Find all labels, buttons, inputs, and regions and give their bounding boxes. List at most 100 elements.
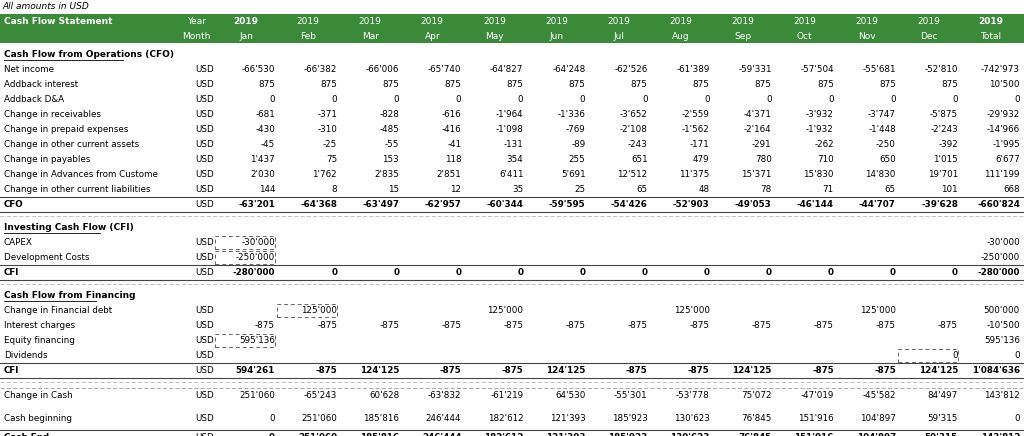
Text: Sep: Sep <box>734 32 752 41</box>
Text: USD: USD <box>196 268 214 277</box>
Text: -875: -875 <box>876 321 896 330</box>
Text: 875: 875 <box>568 80 586 89</box>
Text: Jun: Jun <box>549 32 563 41</box>
Text: 10'500: 10'500 <box>989 80 1020 89</box>
Text: Development Costs: Development Costs <box>4 253 89 262</box>
Text: 182'612: 182'612 <box>487 414 523 423</box>
Text: 0: 0 <box>828 95 834 104</box>
Text: 59'315: 59'315 <box>925 433 957 436</box>
Text: 75: 75 <box>326 155 337 164</box>
Text: USD: USD <box>196 125 214 134</box>
Text: 8: 8 <box>332 185 337 194</box>
Text: -3'932: -3'932 <box>806 110 834 119</box>
Text: 2019: 2019 <box>545 17 568 27</box>
Text: Cash End: Cash End <box>4 433 49 436</box>
Text: 2019: 2019 <box>233 17 258 27</box>
Text: -310: -310 <box>317 125 337 134</box>
Text: USD: USD <box>196 238 214 247</box>
Text: -681: -681 <box>255 110 275 119</box>
Text: 0: 0 <box>331 268 337 277</box>
Text: 121'393: 121'393 <box>546 433 586 436</box>
Text: USD: USD <box>196 95 214 104</box>
Text: 125'000: 125'000 <box>674 306 710 315</box>
Text: 0: 0 <box>890 268 896 277</box>
Text: -1'964: -1'964 <box>496 110 523 119</box>
Text: -2'559: -2'559 <box>682 110 710 119</box>
Text: -66'530: -66'530 <box>242 65 275 74</box>
Text: -53'778: -53'778 <box>676 391 710 400</box>
Text: 875: 875 <box>817 80 834 89</box>
Text: CAPEX: CAPEX <box>4 238 33 247</box>
Text: 65: 65 <box>885 185 896 194</box>
Text: 124'125: 124'125 <box>732 366 772 375</box>
Text: -44'707: -44'707 <box>859 200 896 209</box>
Text: 153: 153 <box>383 155 399 164</box>
Text: Cash beginning: Cash beginning <box>4 414 72 423</box>
Text: -14'966: -14'966 <box>987 125 1020 134</box>
Text: USD: USD <box>196 433 214 436</box>
Text: -1'932: -1'932 <box>806 125 834 134</box>
Text: -30'000: -30'000 <box>242 238 275 247</box>
Text: 2019: 2019 <box>731 17 754 27</box>
Text: -875: -875 <box>938 321 957 330</box>
Text: -55: -55 <box>385 140 399 149</box>
Text: USD: USD <box>196 110 214 119</box>
Text: 104'897: 104'897 <box>860 414 896 423</box>
Text: 875: 875 <box>382 80 399 89</box>
Text: Change in other current assets: Change in other current assets <box>4 140 139 149</box>
Text: -875: -875 <box>504 321 523 330</box>
Text: 12'512: 12'512 <box>617 170 647 179</box>
Text: -250'000: -250'000 <box>236 253 275 262</box>
Text: Change in prepaid expenses: Change in prepaid expenses <box>4 125 128 134</box>
Text: Change in other current liabilities: Change in other current liabilities <box>4 185 151 194</box>
Bar <box>0 14 1024 30</box>
Text: 1'084'636: 1'084'636 <box>972 366 1020 375</box>
Text: 0: 0 <box>393 95 399 104</box>
Text: 0: 0 <box>952 95 957 104</box>
Text: USD: USD <box>196 155 214 164</box>
Text: 0: 0 <box>393 268 399 277</box>
Text: Dividends: Dividends <box>4 351 48 360</box>
Text: 59'315: 59'315 <box>928 414 957 423</box>
Text: USD: USD <box>196 351 214 360</box>
Text: 0: 0 <box>1015 95 1020 104</box>
Text: 6'677: 6'677 <box>995 155 1020 164</box>
Text: USD: USD <box>196 366 214 375</box>
Text: -875: -875 <box>441 321 461 330</box>
Text: 101: 101 <box>941 185 957 194</box>
Text: USD: USD <box>196 321 214 330</box>
Text: 875: 875 <box>941 80 957 89</box>
Text: 35: 35 <box>512 185 523 194</box>
Text: USD: USD <box>196 306 214 315</box>
Text: 0: 0 <box>580 268 586 277</box>
Text: -62'526: -62'526 <box>614 65 647 74</box>
Text: 1'762: 1'762 <box>312 170 337 179</box>
Text: 479: 479 <box>693 155 710 164</box>
Text: -280'000: -280'000 <box>232 268 275 277</box>
Text: -4'371: -4'371 <box>743 110 772 119</box>
Text: 0: 0 <box>518 95 523 104</box>
Text: -262: -262 <box>814 140 834 149</box>
Text: Oct: Oct <box>797 32 812 41</box>
Text: 5'691: 5'691 <box>561 170 586 179</box>
Text: 875: 875 <box>879 80 896 89</box>
Text: -61'389: -61'389 <box>676 65 710 74</box>
Bar <box>898 349 957 362</box>
Text: 6'411: 6'411 <box>499 170 523 179</box>
Text: 151'916: 151'916 <box>795 433 834 436</box>
Text: 48: 48 <box>698 185 710 194</box>
Text: 84'497: 84'497 <box>928 391 957 400</box>
Text: -59'331: -59'331 <box>738 65 772 74</box>
Text: USD: USD <box>196 80 214 89</box>
Text: -66'382: -66'382 <box>304 65 337 74</box>
Text: Cash Flow Statement: Cash Flow Statement <box>4 17 113 27</box>
Text: -63'201: -63'201 <box>239 200 275 209</box>
Text: -5'875: -5'875 <box>930 110 957 119</box>
Text: 2019: 2019 <box>669 17 692 27</box>
Text: 875: 875 <box>321 80 337 89</box>
Text: 14'830: 14'830 <box>865 170 896 179</box>
Text: -55'301: -55'301 <box>614 391 647 400</box>
Text: 111'199: 111'199 <box>984 170 1020 179</box>
Text: 594'261: 594'261 <box>236 366 275 375</box>
Text: 125'000: 125'000 <box>860 306 896 315</box>
